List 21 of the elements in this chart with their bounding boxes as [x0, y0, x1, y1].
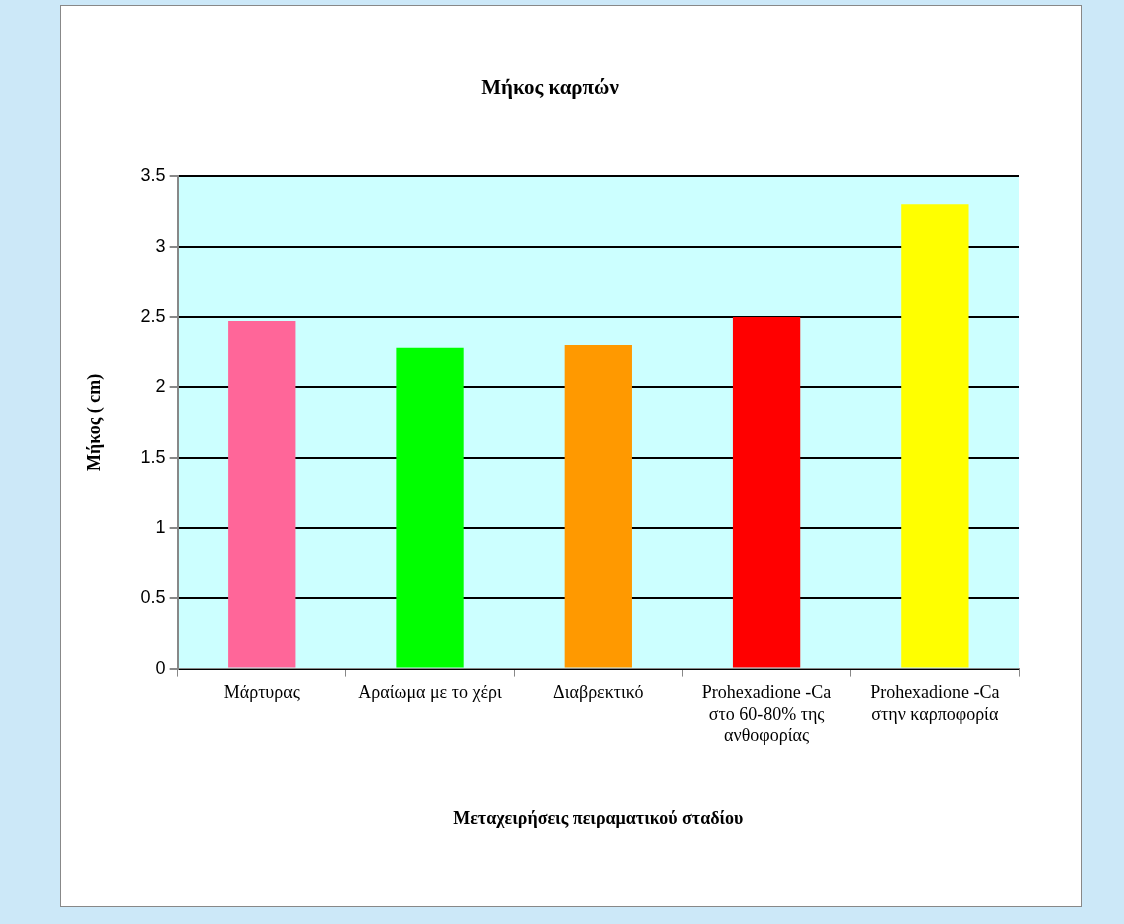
y-tick-label: 0 — [155, 657, 166, 678]
y-tick-label: 1 — [155, 516, 166, 537]
bar — [396, 347, 464, 668]
x-tick-label: Prohexadione -Ca στο 60-80% της ανθοφορίας — [701, 682, 832, 746]
y-tick-label: 3 — [155, 235, 166, 256]
bar — [732, 316, 801, 668]
x-tick-label: Μάρτυρας — [223, 682, 300, 703]
y-tick-label: 3.5 — [140, 165, 166, 186]
x-axis-title: Μεταχειρήσεις πειραματικού σταδίου — [453, 807, 744, 828]
bar — [564, 345, 632, 668]
bar — [901, 204, 969, 668]
x-tick-label: Prohexadione -Ca στην καρποφορία — [870, 682, 1000, 724]
x-tick-label: Αραίωμα με το χέρι — [358, 682, 502, 703]
y-axis-title: Μήκος ( cm) — [84, 373, 106, 472]
chart-title: Μήκος καρπών — [481, 75, 620, 100]
y-tick-label: 2 — [155, 376, 166, 397]
y-tick-label: 2.5 — [140, 305, 166, 326]
x-tick-label: Διαβρεκτικό — [553, 682, 644, 703]
bar — [228, 321, 296, 668]
y-tick-label: 1.5 — [140, 446, 166, 467]
y-tick-label: 0.5 — [140, 587, 166, 608]
